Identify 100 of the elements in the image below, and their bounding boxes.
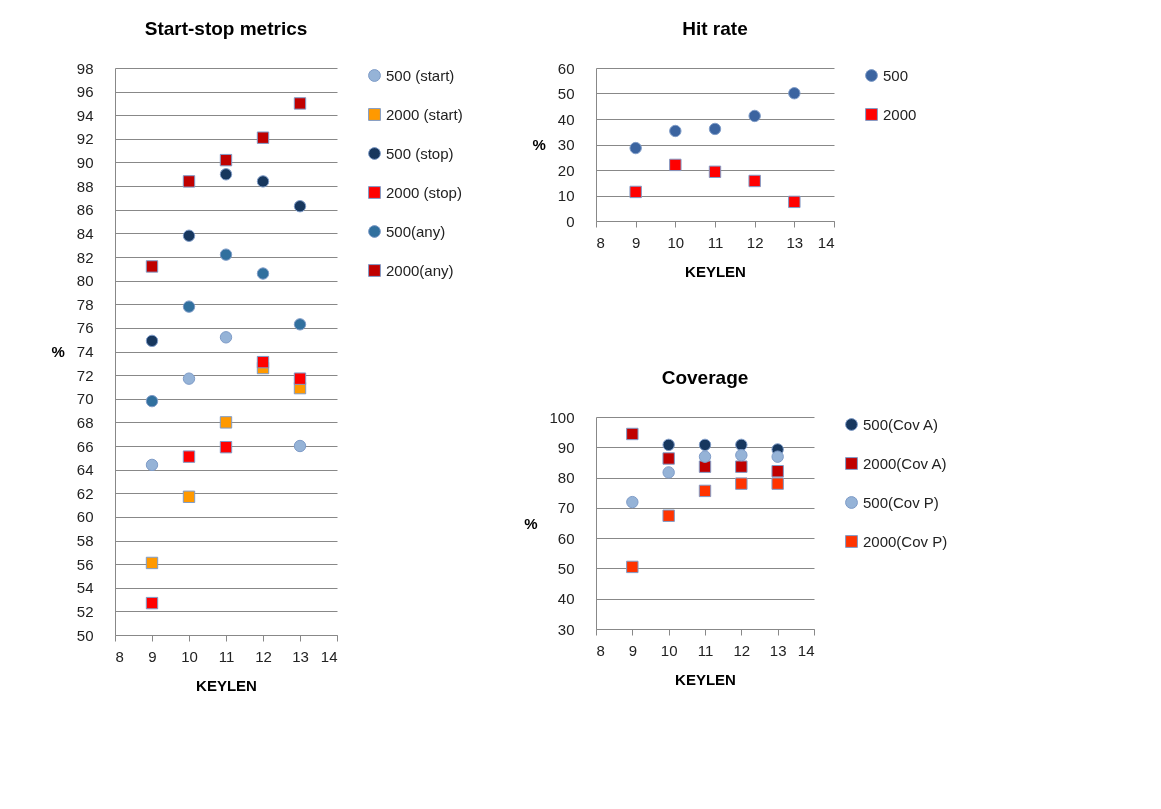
point	[293, 200, 307, 213]
y-tick-label: 64	[76, 461, 94, 479]
x-axis-title: KEYLEN	[196, 676, 257, 694]
x-tick-label: 11	[697, 641, 714, 659]
legend-label: 500(Cov A)	[863, 415, 939, 433]
x-tick-label: 12	[255, 647, 272, 665]
point	[698, 438, 712, 452]
point	[182, 229, 196, 242]
y-axis-title: %	[532, 136, 546, 153]
point	[626, 560, 639, 574]
y-tick-label: 80	[557, 469, 575, 487]
legend-label: 2000 (stop)	[386, 183, 462, 201]
point	[748, 109, 761, 123]
x-axis-title: KEYLEN	[685, 262, 746, 280]
point	[788, 87, 801, 100]
y-tick-label: 56	[76, 555, 94, 573]
point	[708, 122, 722, 136]
y-tick-label: 50	[557, 559, 575, 577]
point	[735, 460, 748, 473]
y-tick-label: 76	[76, 319, 94, 337]
y-tick-label: 86	[76, 201, 94, 219]
point	[626, 427, 639, 441]
x-tick-label: 10	[181, 647, 198, 665]
y-tick-label: 80	[76, 272, 94, 290]
y-tick-label: 30	[557, 136, 575, 153]
y-tick-label: 66	[76, 437, 94, 455]
point	[771, 477, 784, 490]
y-tick-label: 60	[557, 529, 575, 547]
point	[669, 124, 682, 138]
legend-label: 500 (start)	[386, 66, 455, 84]
x-tick-label: 13	[786, 233, 804, 251]
x-tick-label: 9	[148, 647, 157, 665]
point	[219, 331, 233, 344]
y-tick-label: 50	[557, 85, 575, 102]
x-tick-label: 11	[218, 647, 235, 665]
point	[145, 394, 159, 408]
x-tick-label: 14	[320, 647, 338, 665]
point	[708, 165, 722, 178]
y-tick-label: 62	[76, 484, 94, 502]
y-tick-label: 70	[557, 499, 575, 517]
y-tick-label: 82	[76, 248, 94, 266]
y-tick-label: 40	[557, 110, 575, 128]
y-tick-label: 60	[76, 508, 94, 526]
x-tick-label: 10	[667, 233, 685, 251]
chart-title: Hit rate	[682, 18, 748, 39]
point	[771, 465, 784, 478]
point	[182, 450, 196, 463]
point	[145, 458, 159, 472]
y-tick-label: 94	[76, 106, 94, 124]
y-tick-label: 88	[76, 177, 94, 195]
point	[662, 452, 675, 465]
y-tick-label: 52	[76, 602, 94, 620]
point	[293, 318, 307, 331]
legend-label: 500(any)	[386, 222, 446, 240]
y-tick-label: 74	[76, 343, 94, 360]
point	[771, 450, 784, 463]
point	[735, 438, 748, 452]
point	[698, 450, 712, 463]
legend-label: 2000 (start)	[386, 105, 463, 123]
point	[293, 372, 307, 385]
point	[219, 248, 233, 261]
point	[256, 131, 270, 144]
y-tick-label: 68	[76, 413, 94, 431]
y-tick-label: 10	[557, 187, 575, 204]
y-tick-label: 90	[76, 154, 94, 171]
point	[293, 439, 307, 453]
point	[182, 372, 196, 385]
y-tick-label: 84	[76, 224, 94, 242]
y-tick-label: 60	[557, 59, 575, 77]
y-tick-label: 100	[549, 408, 575, 426]
y-tick-label: 40	[557, 590, 575, 608]
point	[735, 477, 748, 490]
y-tick-label: 90	[557, 438, 575, 456]
point	[256, 355, 270, 369]
x-tick-label: 14	[797, 641, 815, 659]
point	[182, 300, 196, 313]
legend-label: 2000(Cov P)	[863, 532, 948, 550]
point	[256, 175, 270, 188]
y-tick-label: 20	[557, 161, 575, 179]
legend-label: 500	[883, 66, 909, 84]
chart-title: Coverage	[661, 367, 749, 388]
y-tick-label: 50	[76, 626, 94, 644]
x-tick-label: 12	[733, 641, 751, 659]
point	[145, 596, 159, 610]
y-tick-label: 78	[76, 295, 94, 313]
point	[662, 466, 675, 479]
y-axis-title: %	[524, 514, 538, 532]
point	[219, 440, 233, 454]
legend-label: 2000(Cov A)	[863, 454, 947, 472]
x-tick-label: 9	[631, 233, 641, 251]
point	[629, 141, 642, 155]
point	[629, 185, 642, 199]
chart-title: Start-stop metrics	[144, 18, 308, 39]
y-axis-title: %	[51, 343, 65, 360]
x-tick-label: 13	[769, 641, 787, 659]
point	[662, 438, 675, 452]
y-tick-label: 30	[557, 620, 575, 638]
x-axis-title: KEYLEN	[675, 670, 736, 688]
x-tick-label: 12	[746, 233, 764, 251]
point	[145, 260, 159, 273]
